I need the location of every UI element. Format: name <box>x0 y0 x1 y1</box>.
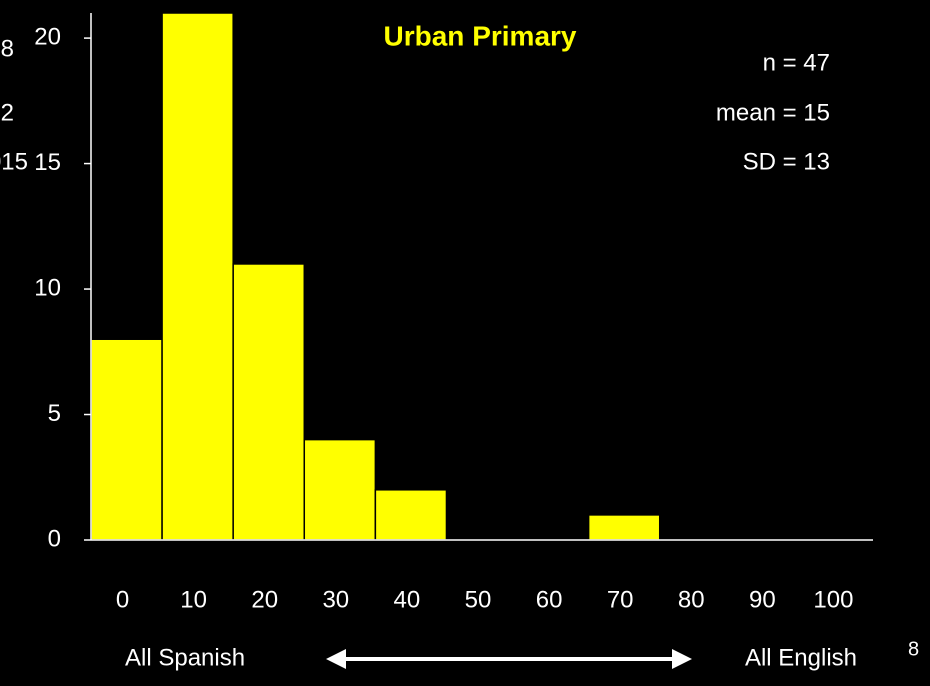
y-tick-label: 20 <box>34 23 61 50</box>
annotation: SD = 13 <box>743 148 830 175</box>
x-tick-label: 30 <box>322 586 349 613</box>
annotation: n = 47 <box>763 49 830 76</box>
x-axis-left-label: All Spanish <box>125 644 245 671</box>
x-tick-label: 10 <box>180 586 207 613</box>
x-tick-label: 20 <box>251 586 278 613</box>
bar <box>90 338 163 541</box>
page-number: 8 <box>908 638 919 660</box>
x-tick-label: 90 <box>749 586 776 613</box>
bar <box>374 489 448 541</box>
x-tick-label: 60 <box>536 586 563 613</box>
x-tick-label: 100 <box>813 586 853 613</box>
bar <box>587 514 661 541</box>
y-tick-label: 5 <box>48 400 61 427</box>
y-tick-label: 15 <box>34 149 61 176</box>
bar <box>232 263 306 541</box>
y-tick-label: 10 <box>34 274 61 301</box>
clipped-label: 2 <box>1 99 14 126</box>
x-axis-right-label: All English <box>745 644 857 671</box>
x-tick-label: 80 <box>678 586 705 613</box>
x-tick-label: 40 <box>394 586 421 613</box>
chart-title: Urban Primary <box>384 20 577 51</box>
bar <box>161 12 234 541</box>
x-tick-label: 0 <box>116 586 129 613</box>
y-tick-label: 0 <box>48 525 61 552</box>
clipped-label: 8 <box>1 35 14 62</box>
x-tick-label: 70 <box>607 586 634 613</box>
clipped-label: 015 <box>0 148 28 175</box>
annotation: mean = 15 <box>716 99 830 126</box>
bar <box>303 438 377 541</box>
x-tick-label: 50 <box>465 586 492 613</box>
